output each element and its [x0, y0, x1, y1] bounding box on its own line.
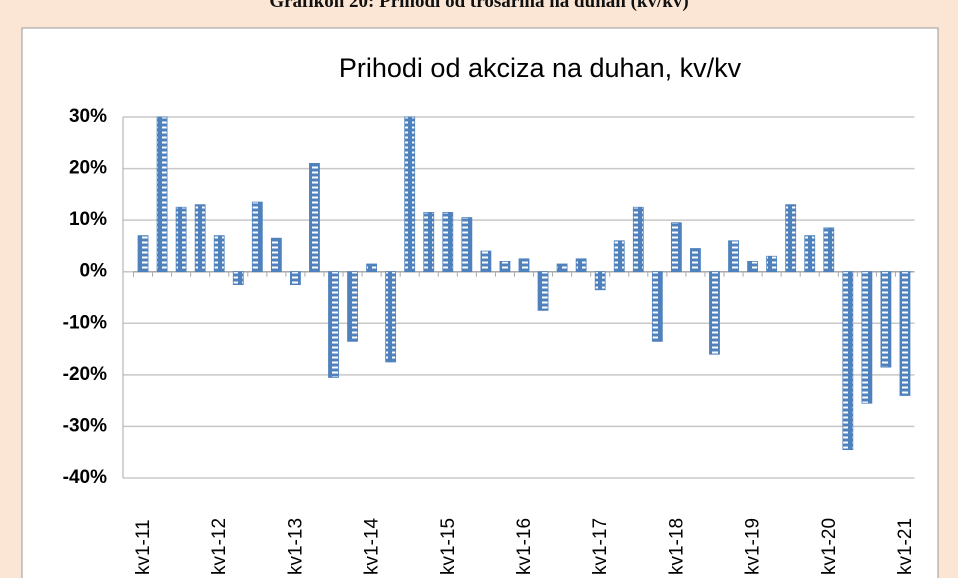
bar: [575, 258, 587, 273]
y-tick-label: 20%: [69, 158, 107, 179]
bar: [232, 271, 244, 286]
x-tick-label: kv1-13: [285, 518, 306, 575]
bar: [804, 235, 816, 273]
bar: [556, 263, 568, 273]
bar: [880, 271, 892, 368]
x-tick-label: kv1-15: [438, 518, 459, 575]
y-tick-label: -40%: [63, 467, 107, 488]
x-tick-label: kv1-14: [362, 518, 383, 575]
bar: [175, 206, 187, 273]
y-tick-label: -10%: [63, 312, 107, 333]
y-tick-label: -30%: [63, 415, 107, 436]
x-tick-label: kv1-18: [666, 518, 687, 575]
bar: [728, 240, 739, 273]
bar: [137, 235, 149, 273]
bar: [251, 201, 263, 273]
bar: [404, 116, 416, 273]
bar: [347, 271, 358, 342]
x-tick-label: kv1-20: [819, 518, 840, 575]
y-tick-label: -20%: [63, 364, 107, 385]
bar: [270, 237, 282, 273]
bar: [785, 204, 797, 273]
bar: [613, 240, 625, 273]
figure-caption: Grafikon 20: Prihodi od trošarina na duh…: [269, 0, 689, 12]
bar: [309, 163, 320, 273]
x-tick-label: kv1-21: [895, 518, 916, 575]
bar: [423, 212, 435, 273]
bar: [156, 116, 168, 273]
bar: [842, 271, 854, 451]
bar: [823, 227, 835, 273]
bar: [537, 271, 549, 311]
bar: [328, 271, 339, 378]
bar: [899, 271, 911, 396]
bar: [461, 217, 473, 273]
bar: [861, 271, 873, 404]
bar: [594, 271, 606, 291]
x-tick-label: kv1-11: [133, 519, 154, 575]
chart-title: Prihodi od akciza na duhan, kv/kv: [339, 53, 742, 83]
bar: [442, 212, 454, 273]
bar: [194, 204, 206, 273]
y-tick-label: 30%: [69, 106, 107, 127]
bar: [366, 263, 378, 273]
bar: [709, 271, 720, 355]
bar: [690, 248, 701, 273]
bar: [670, 222, 682, 273]
x-tick-label: kv1-12: [209, 518, 230, 575]
y-tick-label: 0%: [80, 261, 108, 282]
bar: [480, 250, 492, 273]
bar: [213, 235, 225, 273]
bar: [651, 271, 663, 342]
chart-area: [21, 27, 939, 578]
x-tick-label: kv1-16: [514, 518, 535, 575]
bar: [499, 260, 511, 273]
y-tick-label: 10%: [69, 209, 107, 230]
x-tick-label: kv1-17: [590, 518, 611, 575]
bar: [290, 271, 301, 286]
x-tick-label: kv1-19: [743, 518, 764, 575]
bar: [766, 255, 778, 273]
bar: [747, 260, 758, 273]
bar: [632, 206, 644, 273]
bar: [518, 258, 530, 273]
bar: [385, 271, 397, 363]
